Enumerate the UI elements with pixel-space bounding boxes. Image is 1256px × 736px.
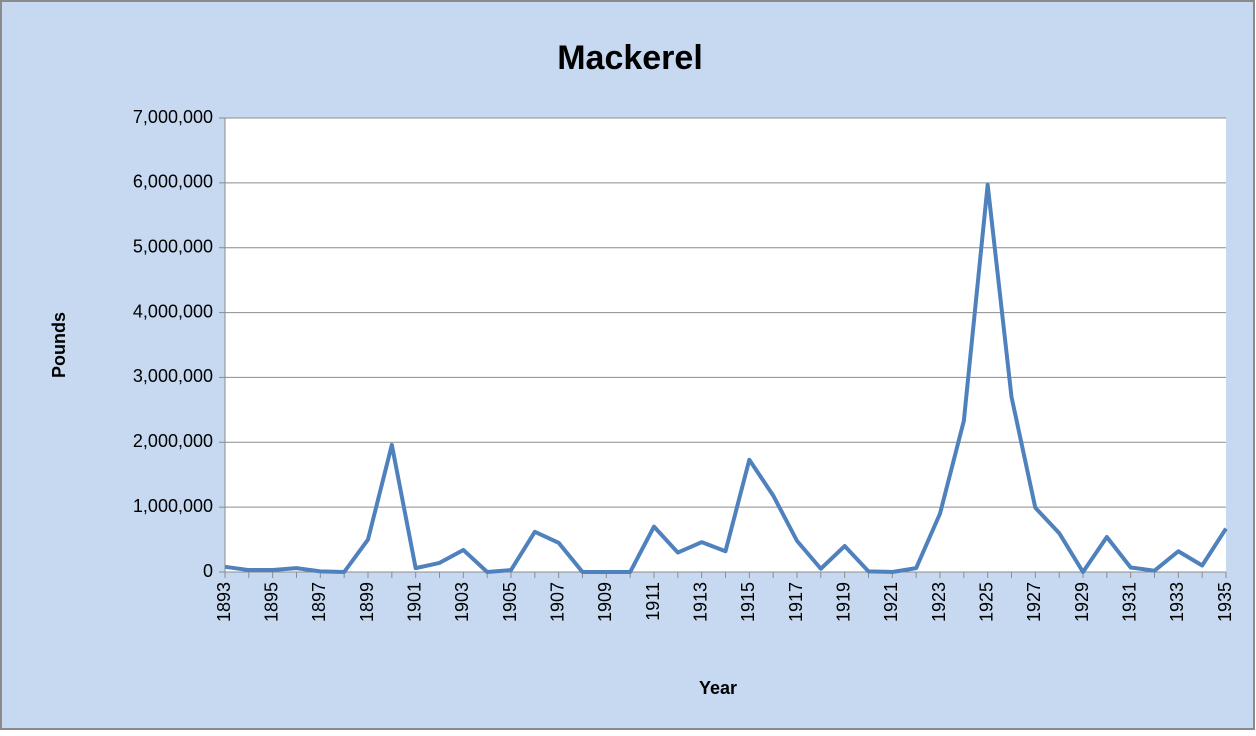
x-tick-label: 1897 [309,582,329,622]
plot-area [225,118,1226,572]
x-tick-label: 1923 [929,582,949,622]
x-tick-label: 1903 [452,582,472,622]
x-tick-label: 1935 [1215,582,1235,622]
x-tick-label: 1899 [357,582,377,622]
x-tick-label: 1933 [1167,582,1187,622]
y-tick-label: 7,000,000 [133,107,213,127]
data-line [224,182,1228,574]
x-tick-label: 1911 [643,582,663,621]
y-tick-label: 4,000,000 [133,301,213,321]
y-tick-label: 1,000,000 [133,496,213,516]
y-tick-label: 0 [203,561,213,581]
chart-title: Mackerel [557,39,703,77]
x-tick-label: 1925 [976,582,996,622]
x-tick-label: 1931 [1119,582,1139,622]
y-tick-label: 3,000,000 [133,366,213,386]
y-tick-label: 5,000,000 [133,236,213,256]
x-tick-label: 1915 [738,582,758,622]
x-tick-label: 1913 [690,582,710,622]
y-tick-label: 2,000,000 [133,431,213,451]
x-tick-label: 1921 [881,582,901,622]
x-tick-label: 1901 [404,582,424,622]
x-tick-label: 1909 [595,582,615,622]
x-tick-label: 1917 [786,582,806,622]
x-tick-label: 1905 [500,582,520,622]
y-axis-label: Pounds [49,312,69,378]
x-tick-label: 1893 [214,582,234,622]
x-axis-label: Year [699,678,737,698]
y-tick-label: 6,000,000 [133,172,213,192]
x-tick-label: 1895 [261,582,281,622]
x-tick-label: 1919 [833,582,853,622]
x-tick-label: 1907 [547,582,567,622]
x-tick-label: 1927 [1024,582,1044,622]
x-tick-label: 1929 [1072,582,1092,622]
